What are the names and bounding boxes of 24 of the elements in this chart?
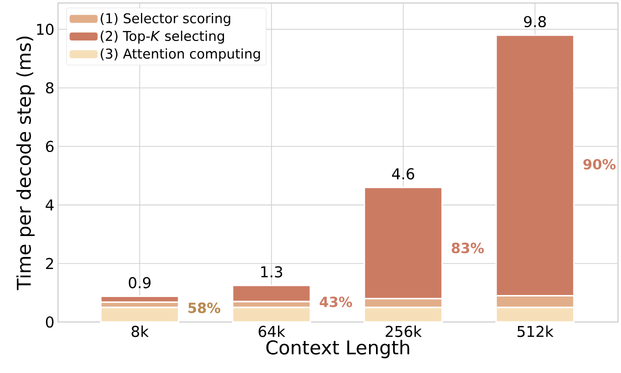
total-label: 1.3 — [261, 266, 282, 278]
annotation: 83% — [452, 242, 484, 254]
y-tick-label: 4 — [46, 199, 54, 210]
total-label: 9.8 — [524, 16, 546, 28]
legend-label: (2) Top-K selecting — [100, 30, 224, 44]
x-tick-label: 512k — [518, 326, 554, 338]
annotation: 43% — [320, 296, 352, 308]
annotation: 58% — [188, 302, 220, 314]
x-axis-title: Context Length — [266, 340, 410, 358]
legend-label: (3) Attention computing — [100, 48, 260, 62]
legend-label: (1) Selector scoring — [100, 12, 230, 26]
total-label: 4.6 — [392, 168, 414, 180]
y-tick-label: 8 — [46, 82, 54, 94]
x-tick-label: 64k — [258, 326, 286, 338]
total-label: 0.9 — [128, 277, 151, 288]
x-tick-label: 256k — [386, 326, 422, 338]
y-tick-label: 2 — [46, 258, 53, 270]
y-tick-label: 6 — [46, 140, 54, 152]
bar — [100, 306, 180, 323]
y-tick-label: 10 — [37, 24, 54, 35]
y-tick-label: 0 — [46, 316, 54, 328]
annotation: 90% — [583, 158, 616, 170]
y-axis-title: Time per decode step (ms) — [16, 36, 35, 290]
x-tick-label: 8k — [132, 326, 149, 338]
